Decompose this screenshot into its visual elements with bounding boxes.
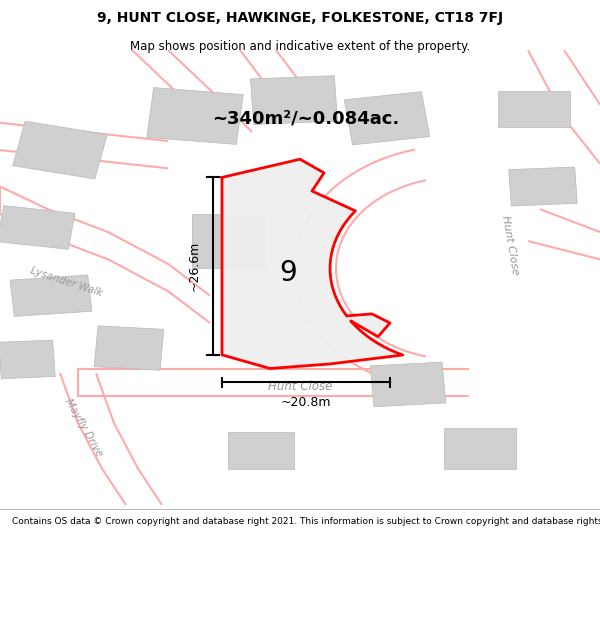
- Text: Contains OS data © Crown copyright and database right 2021. This information is : Contains OS data © Crown copyright and d…: [12, 517, 600, 526]
- Text: Hunt Close: Hunt Close: [268, 380, 332, 393]
- Bar: [370, 362, 446, 407]
- Bar: [344, 92, 430, 145]
- Bar: [0, 340, 55, 379]
- Text: Map shows position and indicative extent of the property.: Map shows position and indicative extent…: [130, 40, 470, 53]
- Text: Hunt Close: Hunt Close: [500, 215, 520, 276]
- Bar: [94, 326, 164, 370]
- Text: ~20.8m: ~20.8m: [281, 396, 331, 409]
- Bar: [498, 91, 570, 128]
- Bar: [0, 206, 75, 249]
- Text: 9: 9: [279, 259, 297, 287]
- Text: 9, HUNT CLOSE, HAWKINGE, FOLKESTONE, CT18 7FJ: 9, HUNT CLOSE, HAWKINGE, FOLKESTONE, CT1…: [97, 11, 503, 25]
- Bar: [10, 275, 92, 316]
- Bar: [444, 428, 516, 469]
- Bar: [192, 214, 264, 268]
- Text: ~26.6m: ~26.6m: [188, 241, 201, 291]
- Bar: [228, 432, 294, 469]
- Bar: [147, 88, 243, 144]
- Bar: [509, 167, 577, 206]
- Bar: [250, 76, 338, 124]
- Bar: [13, 121, 107, 179]
- Text: Lysander Walk: Lysander Walk: [29, 266, 103, 298]
- Polygon shape: [222, 159, 403, 369]
- Text: ~340m²/~0.084ac.: ~340m²/~0.084ac.: [212, 109, 400, 128]
- Text: Mayfly Drive: Mayfly Drive: [64, 397, 104, 458]
